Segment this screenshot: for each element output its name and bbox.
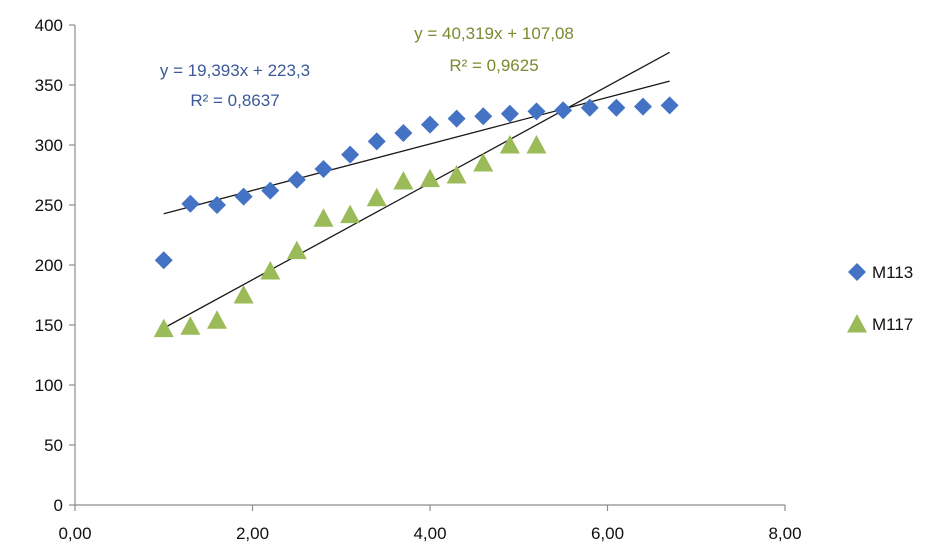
data-point-m117 xyxy=(260,261,281,280)
x-tick-label: 8,00 xyxy=(768,524,801,543)
data-point-m117 xyxy=(286,240,307,260)
m113-r2-label: R² = 0,8637 xyxy=(190,91,279,110)
legend-label-m113: M113 xyxy=(872,263,913,282)
data-point-m113 xyxy=(314,160,333,178)
trendline-m117 xyxy=(163,51,670,329)
data-point-m113 xyxy=(341,145,360,164)
data-point-m113 xyxy=(660,96,679,115)
data-point-m113 xyxy=(607,98,626,117)
data-point-m113 xyxy=(394,124,413,142)
y-tick-label: 150 xyxy=(35,316,63,335)
x-tick-label: 0,00 xyxy=(58,524,91,543)
data-point-m113 xyxy=(234,187,253,206)
data-point-m113 xyxy=(580,98,599,117)
legend-marker-m117 xyxy=(847,314,867,333)
y-tick-label: 300 xyxy=(35,136,63,155)
data-point-m113 xyxy=(474,107,493,126)
data-point-m117 xyxy=(340,204,361,224)
legend-label-m117: M117 xyxy=(872,315,913,334)
y-tick-label: 100 xyxy=(35,376,63,395)
y-tick-label: 0 xyxy=(54,496,63,515)
x-tick-label: 4,00 xyxy=(413,524,446,543)
data-point-m117 xyxy=(420,168,440,188)
data-point-m117 xyxy=(233,285,254,304)
x-tick-label: 6,00 xyxy=(591,524,624,543)
data-point-m113 xyxy=(527,102,546,121)
m113-equation-label: y = 19,393x + 223,3 xyxy=(160,61,310,80)
data-point-m113 xyxy=(208,196,226,214)
data-points xyxy=(153,96,679,338)
data-point-m117 xyxy=(153,318,174,338)
data-point-m113 xyxy=(447,109,466,128)
data-point-m117 xyxy=(526,135,547,154)
data-point-m117 xyxy=(446,165,467,184)
data-point-m113 xyxy=(554,101,573,120)
data-point-m113 xyxy=(421,115,439,134)
data-point-m113 xyxy=(287,170,306,189)
legend-marker-icon xyxy=(848,263,866,281)
y-tick-label: 50 xyxy=(44,436,63,455)
data-point-m117 xyxy=(180,316,201,335)
legend-marker-m113 xyxy=(848,263,866,281)
data-point-m113 xyxy=(367,132,386,151)
data-point-m117 xyxy=(473,153,494,172)
data-point-m113 xyxy=(634,97,652,116)
data-point-m117 xyxy=(393,171,414,190)
data-point-m117 xyxy=(313,208,334,227)
data-point-m117 xyxy=(499,135,520,154)
series-m117 xyxy=(153,135,547,338)
y-tick-label: 250 xyxy=(35,196,63,215)
data-point-m113 xyxy=(154,251,173,270)
data-point-m117 xyxy=(366,187,387,207)
trendlines xyxy=(163,51,670,329)
data-point-m113 xyxy=(500,104,519,123)
y-tick-label: 350 xyxy=(35,76,63,95)
data-point-m117 xyxy=(207,310,227,329)
y-tick-label: 400 xyxy=(35,16,63,35)
legend: M113 M117 xyxy=(847,263,913,334)
series-m113 xyxy=(154,96,679,270)
x-tick-label: 2,00 xyxy=(236,524,269,543)
data-point-m113 xyxy=(181,194,200,213)
m117-r2-label: R² = 0,9625 xyxy=(449,56,538,75)
legend-marker-icon xyxy=(847,314,867,333)
m117-equation-label: y = 40,319x + 107,08 xyxy=(414,24,574,43)
axes: 0 50 100 150 200 250 300 350 400 0,00 2,00 4,00 6,00… xyxy=(35,16,802,543)
y-tick-label: 200 xyxy=(35,256,63,275)
data-point-m113 xyxy=(261,181,280,200)
trendline-m113 xyxy=(163,80,670,215)
